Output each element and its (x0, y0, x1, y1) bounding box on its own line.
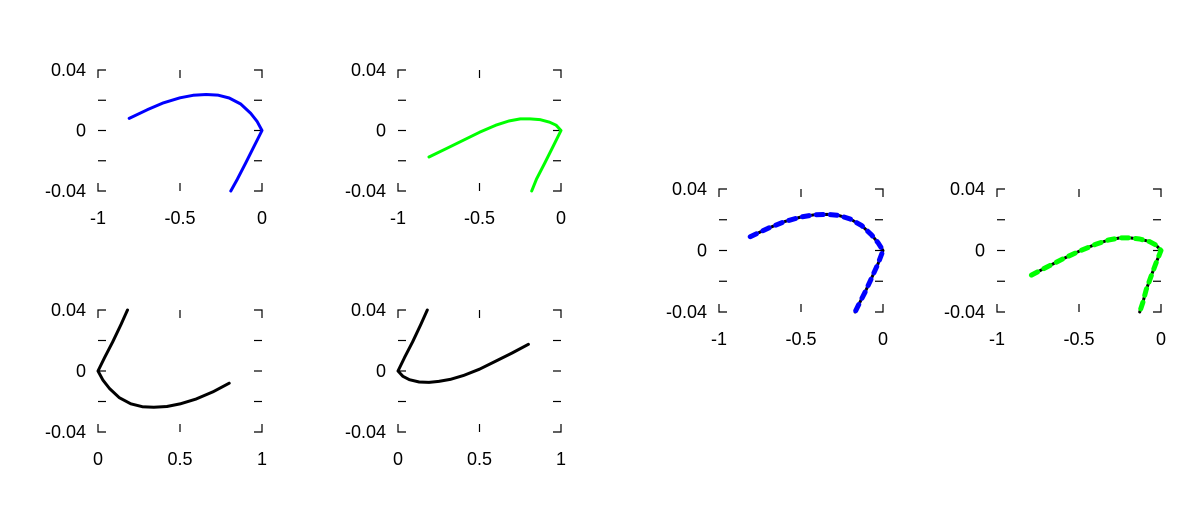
series-line-black (96, 308, 231, 409)
chart-panel-bottom-left: 0.04 0 -0.04 0 0.5 1 (45, 300, 267, 469)
x-tick-label: 0.5 (167, 449, 192, 469)
y-tick-label: -0.04 (345, 181, 386, 201)
axis-corner-3 (254, 424, 263, 433)
x-tick-label: 1 (257, 449, 267, 469)
axis-corner-2 (718, 304, 727, 313)
x-tick-label: 0 (1156, 329, 1166, 349)
y-tick-label: -0.04 (45, 181, 86, 201)
chart-panel-right-green-overlay: 0.04 0 -0.04-1 -0.5 0 (944, 179, 1166, 349)
y-tick-label: -0.04 (666, 302, 707, 322)
y-tick-label: 0.04 (51, 60, 86, 80)
y-tick-label: 0 (975, 241, 985, 261)
axis-corner-3 (875, 304, 884, 313)
axis-corner-0 (397, 69, 406, 78)
y-tick-label: 0 (376, 121, 386, 141)
axis-corner-3 (254, 183, 263, 192)
axis-corner-2 (97, 424, 106, 433)
chart-panel-right-blue-overlay: 0.04 0 -0.04-1 -0.5 0 (666, 179, 888, 349)
chart-panel-top-left: 0.04 0 -0.04-1 -0.5 0 (45, 60, 267, 228)
x-tick-label: -1 (390, 208, 406, 228)
x-tick-label: -0.5 (464, 208, 495, 228)
y-tick-label: 0.04 (51, 300, 86, 320)
y-tick-label: 0.04 (950, 179, 985, 199)
x-tick-label: -1 (90, 208, 106, 228)
y-tick-label: 0.04 (351, 60, 386, 80)
x-tick-label: 1 (556, 449, 566, 469)
axis-corner-2 (996, 304, 1005, 313)
axis-corner-0 (397, 309, 406, 318)
axis-corner-0 (718, 188, 727, 197)
x-tick-label: 0.5 (467, 449, 492, 469)
x-tick-label: -0.5 (164, 208, 195, 228)
y-tick-label: 0.04 (351, 300, 386, 320)
axis-corner-1 (553, 69, 562, 78)
axis-corner-1 (254, 69, 263, 78)
axis-corner-3 (1153, 304, 1162, 313)
y-tick-label: 0 (697, 241, 707, 261)
series-line-green (427, 117, 563, 193)
axis-corner-2 (97, 183, 106, 192)
axis-corner-1 (553, 309, 562, 318)
x-tick-label: 0 (878, 329, 888, 349)
axis-corner-2 (397, 424, 406, 433)
axis-corner-1 (254, 309, 263, 318)
y-tick-label: -0.04 (45, 422, 86, 442)
x-tick-label: -0.5 (1063, 329, 1094, 349)
series-line-green-dashed (1028, 235, 1164, 315)
axis-corner-3 (553, 424, 562, 433)
x-tick-label: 0 (393, 449, 403, 469)
x-tick-label: -1 (989, 329, 1005, 349)
y-tick-label: -0.04 (345, 422, 386, 442)
series-line-blue (127, 93, 264, 193)
x-tick-label: 0 (257, 208, 267, 228)
axis-corner-3 (553, 183, 562, 192)
chart-panel-bottom-middle: 0.04 0 -0.04 0 0.5 1 (345, 300, 566, 469)
axis-corner-2 (397, 183, 406, 192)
x-tick-label: 0 (556, 208, 566, 228)
axis-corner-1 (1153, 188, 1162, 197)
y-tick-label: 0 (376, 361, 386, 381)
x-tick-label: -0.5 (785, 329, 816, 349)
y-tick-label: 0.04 (672, 179, 707, 199)
chart-panel-top-middle: 0.04 0 -0.04-1 -0.5 0 (345, 60, 566, 228)
y-tick-label: -0.04 (944, 302, 985, 322)
y-tick-label: 0 (76, 361, 86, 381)
series-line-black (396, 308, 530, 384)
x-tick-label: -1 (711, 329, 727, 349)
series-line-blue-dashed (747, 211, 886, 315)
axis-corner-1 (875, 188, 884, 197)
axis-corner-0 (97, 309, 106, 318)
x-tick-label: 0 (93, 449, 103, 469)
axis-corner-0 (97, 69, 106, 78)
y-tick-label: 0 (76, 121, 86, 141)
axis-corner-0 (996, 188, 1005, 197)
